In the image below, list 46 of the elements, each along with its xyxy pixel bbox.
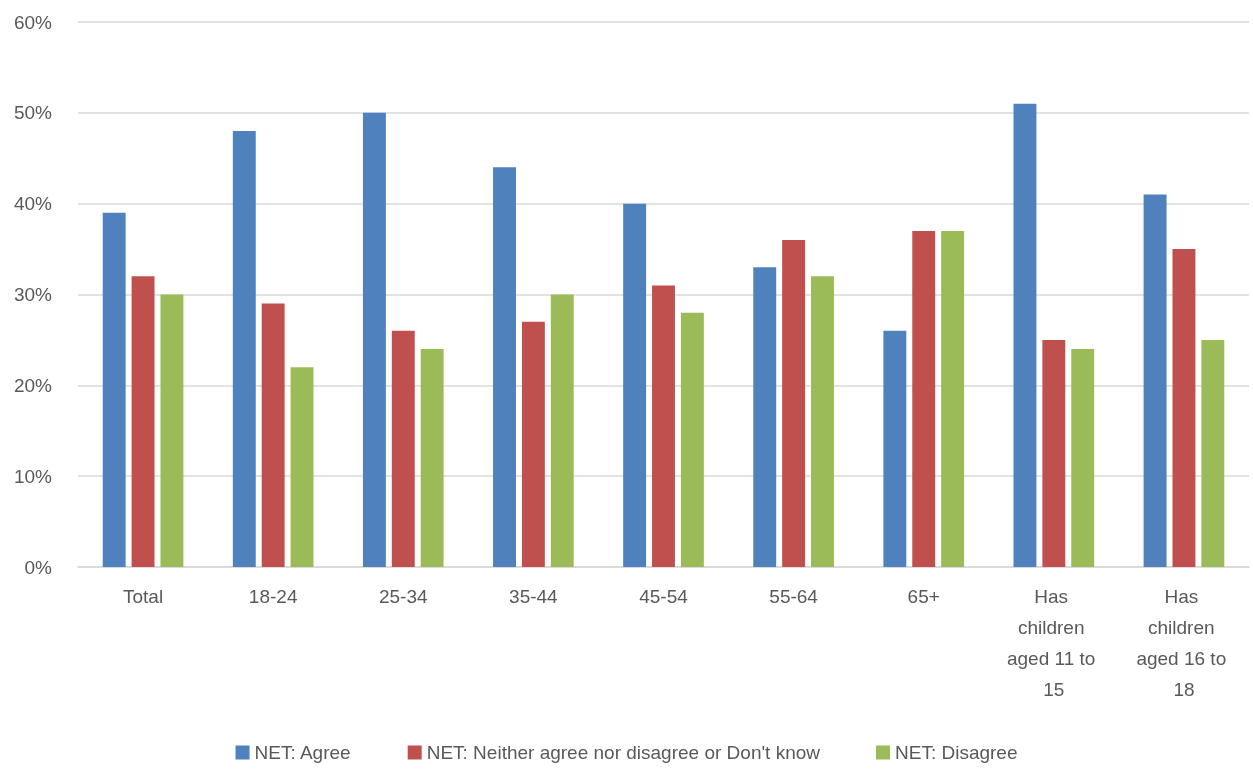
x-tick-label: 55-64 — [769, 586, 819, 607]
bar — [362, 112, 386, 567]
y-tick-label: 50% — [13, 102, 53, 124]
x-tick-label: 18-24 — [248, 586, 298, 607]
bar — [521, 321, 545, 567]
y-tick-label: 40% — [13, 193, 53, 215]
bar — [753, 267, 777, 567]
bar — [1172, 249, 1196, 567]
bar — [883, 330, 907, 567]
bar — [391, 330, 415, 567]
bar — [261, 303, 285, 567]
bar — [1143, 194, 1167, 567]
y-tick-label: 60% — [13, 11, 53, 33]
y-tick-label: 20% — [13, 374, 53, 396]
y-tick-label: 30% — [13, 284, 53, 305]
x-tick-label: Has children aged 11 to 15 — [1006, 586, 1101, 700]
bar — [623, 203, 647, 567]
x-tick-label: 25-34 — [378, 586, 428, 607]
x-tick-label: 35-44 — [509, 586, 559, 607]
bar — [290, 367, 314, 567]
bar — [1201, 339, 1225, 567]
bar — [912, 230, 936, 567]
bar — [420, 349, 444, 567]
legend-label: NET: Neither agree nor disagree or Don't know — [426, 742, 821, 763]
bar — [680, 312, 704, 567]
x-tick-label: 45-54 — [639, 586, 689, 607]
legend-label: NET: Disagree — [894, 742, 1018, 763]
x-tick-label: Has children aged 16 to 18 — [1136, 586, 1232, 700]
y-tick-label: 0% — [24, 556, 53, 578]
bar — [782, 240, 806, 567]
bar — [232, 131, 256, 567]
bar — [652, 285, 675, 567]
bar — [160, 294, 184, 567]
x-tick-label: Total — [122, 586, 164, 607]
bar — [941, 230, 965, 567]
bar — [1042, 339, 1066, 567]
bar — [1013, 103, 1037, 567]
bar — [102, 212, 126, 567]
x-tick-label: 65+ — [907, 586, 940, 607]
legend-label: NET: Agree — [254, 742, 351, 763]
bar — [1071, 349, 1095, 567]
bar — [493, 167, 516, 567]
bar — [550, 294, 574, 567]
bar — [811, 276, 834, 567]
bar — [131, 276, 155, 567]
y-tick-label: 10% — [13, 465, 53, 487]
